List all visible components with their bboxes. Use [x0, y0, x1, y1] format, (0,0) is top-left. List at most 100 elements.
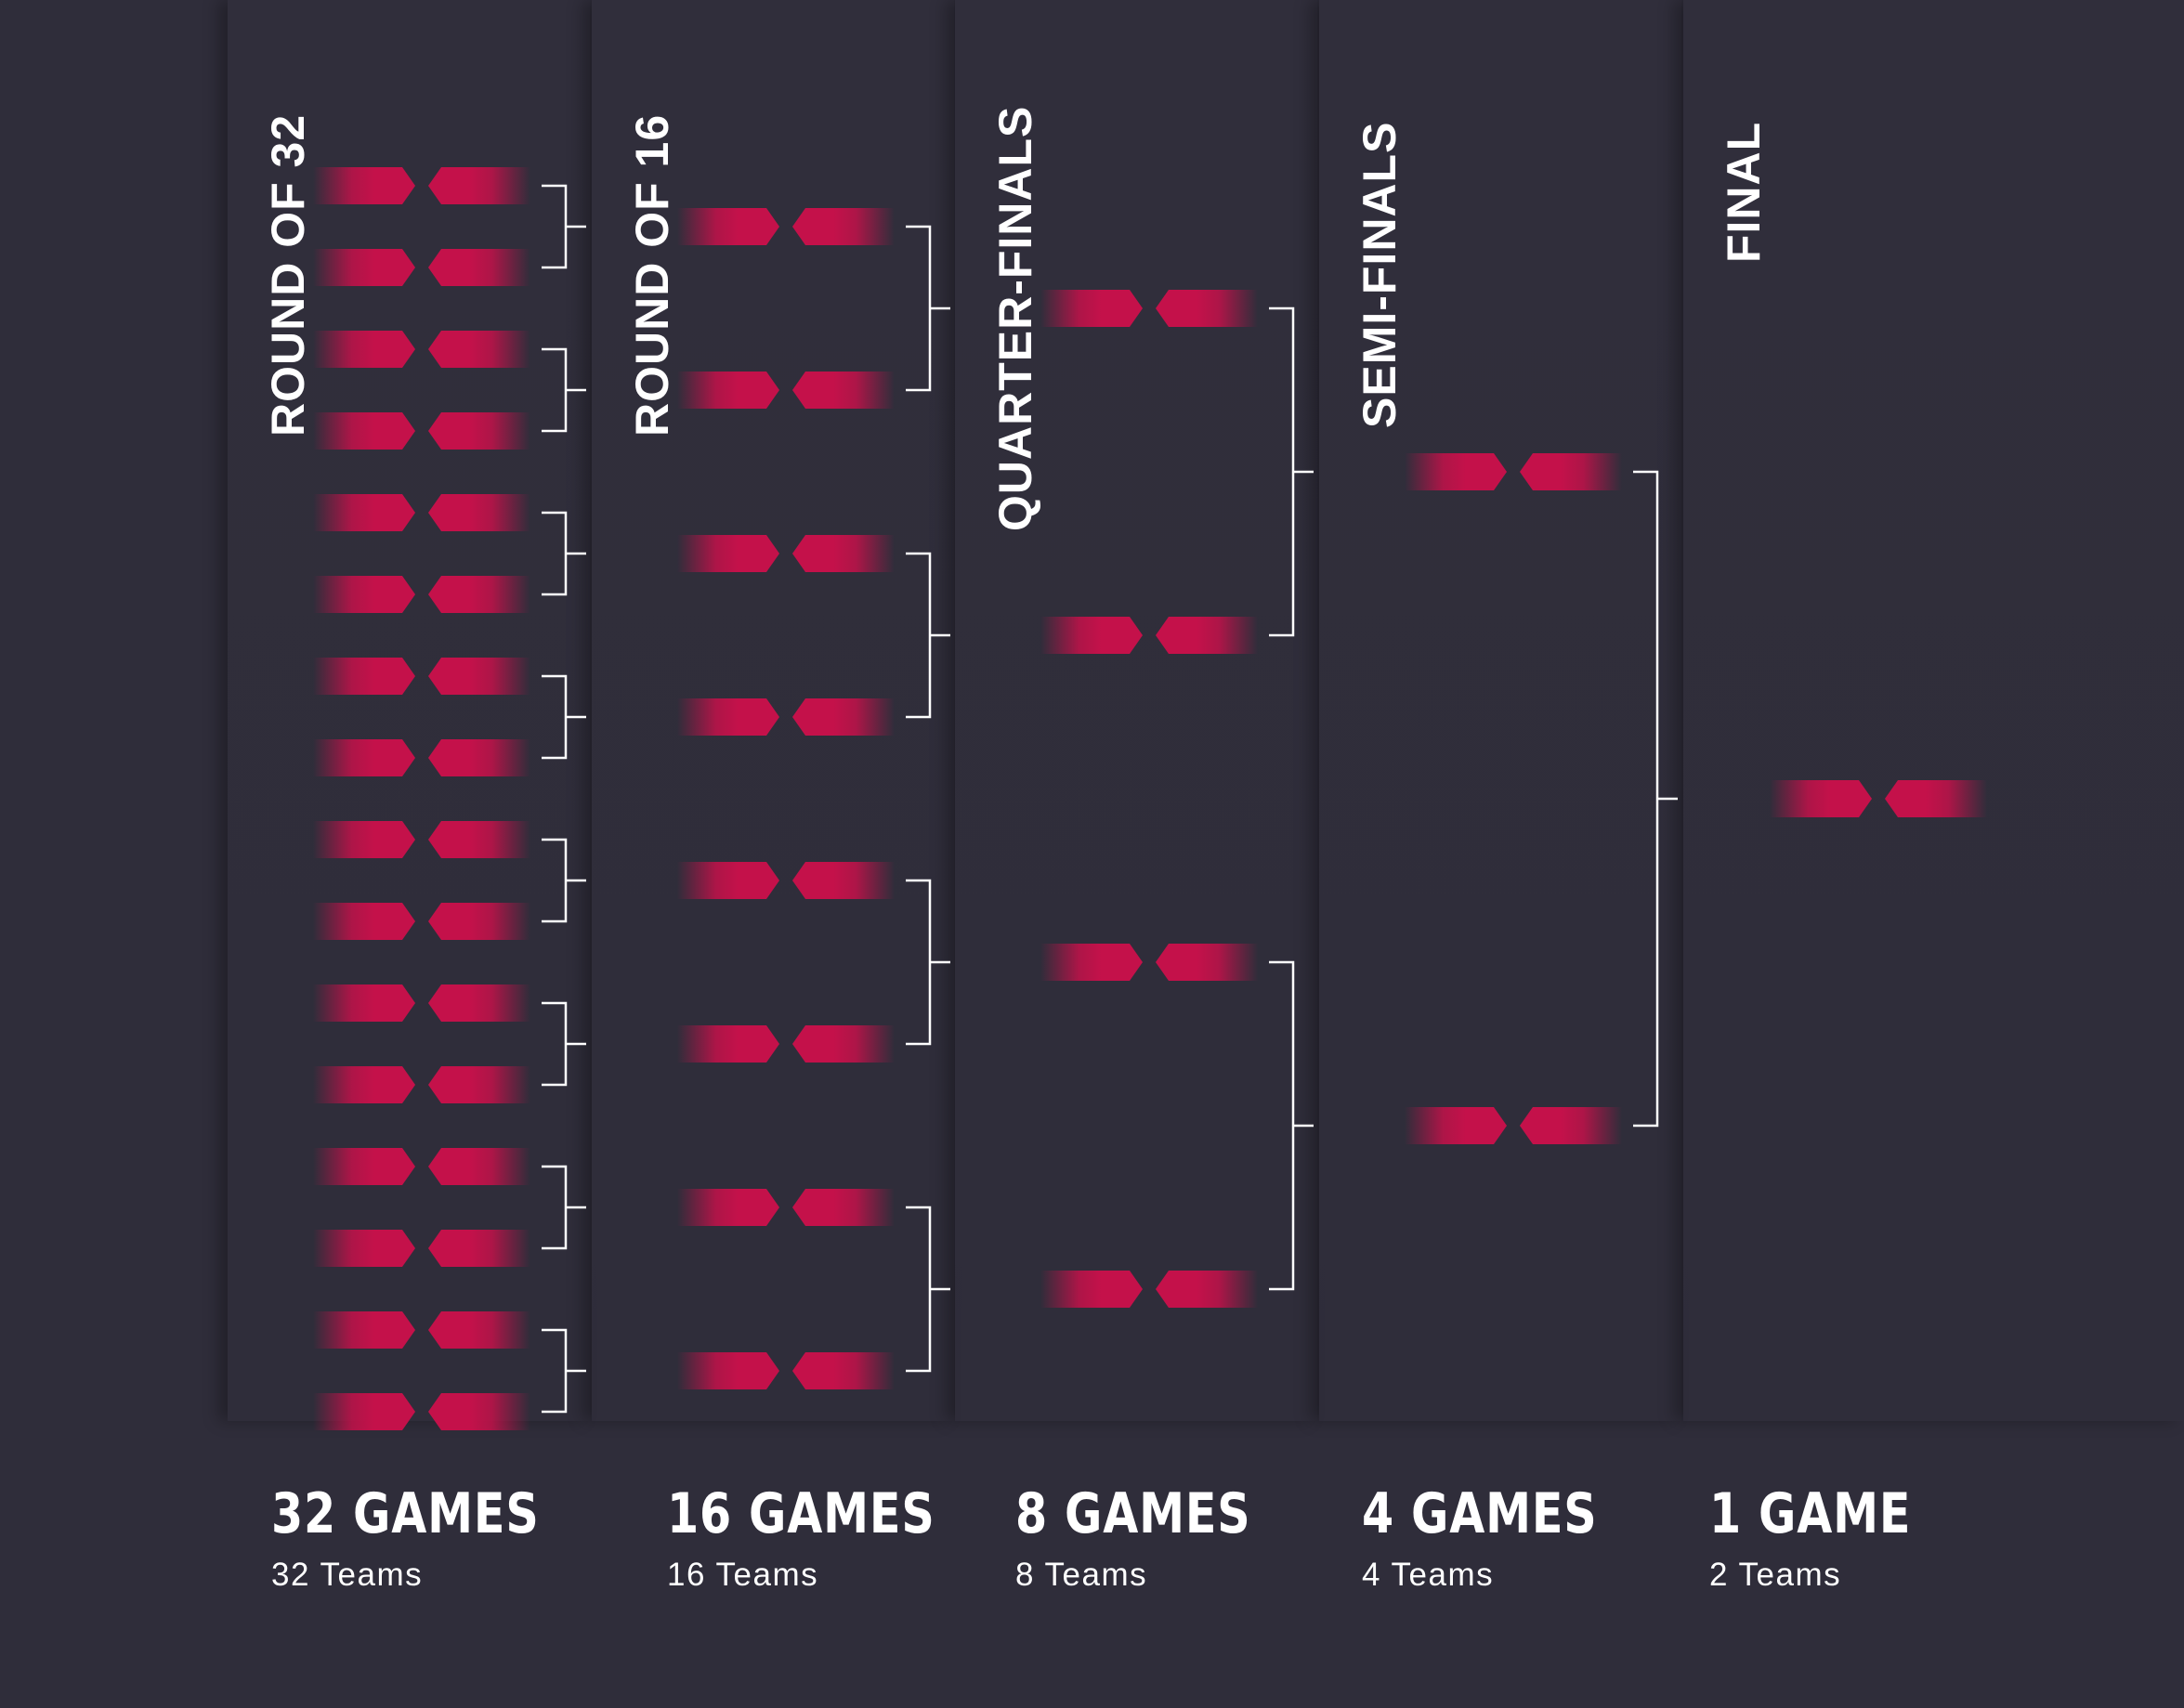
team-slot-away: [428, 821, 530, 858]
team-slot-home: [677, 1352, 779, 1389]
bracket-connector: [906, 552, 950, 719]
match-r1-8: [313, 739, 530, 776]
round-summary-3: 8 GAMES 8 Teams: [1015, 1486, 1302, 1594]
team-slot-away: [1156, 290, 1258, 327]
team-slot-away: [792, 1025, 895, 1063]
team-slot-home: [677, 1025, 779, 1063]
bracket-connector: [542, 1165, 586, 1250]
team-slot-home: [1405, 453, 1507, 490]
match-r1-12: [313, 1066, 530, 1103]
round-title-4: SEMI-FINALS: [1354, 121, 1406, 428]
round-title-2: ROUND OF 16: [626, 113, 678, 437]
match-r4-1: [1405, 453, 1622, 490]
match-r2-7: [677, 1189, 895, 1226]
games-count: 4 GAMES: [1362, 1481, 1598, 1546]
team-slot-away: [792, 1352, 895, 1389]
games-count: 1 GAME: [1709, 1481, 1912, 1546]
games-count: 32 GAMES: [271, 1481, 540, 1546]
team-slot-away: [1885, 780, 1987, 817]
team-slot-away: [1156, 617, 1258, 654]
team-slot-home: [313, 1148, 415, 1185]
teams-count: 8 Teams: [1015, 1557, 1148, 1593]
match-r2-4: [677, 698, 895, 736]
match-r2-6: [677, 1025, 895, 1063]
team-slot-away: [428, 167, 530, 204]
team-slot-home: [313, 1230, 415, 1267]
team-slot-home: [313, 821, 415, 858]
team-slot-away: [428, 739, 530, 776]
bracket-connector: [542, 674, 586, 760]
team-slot-away: [792, 1189, 895, 1226]
bracket-connector: [542, 1001, 586, 1087]
teams-count: 2 Teams: [1709, 1557, 1842, 1593]
games-count: 16 GAMES: [667, 1481, 935, 1546]
team-slot-home: [1040, 944, 1143, 981]
team-slot-home: [677, 208, 779, 245]
team-slot-home: [313, 576, 415, 613]
match-r1-3: [313, 331, 530, 368]
team-slot-home: [1405, 1107, 1507, 1144]
team-slot-away: [428, 249, 530, 286]
team-slot-away: [428, 1148, 530, 1185]
match-r1-15: [313, 1311, 530, 1349]
round-summary-5: 1 GAME 2 Teams: [1709, 1486, 1955, 1594]
team-slot-home: [313, 331, 415, 368]
match-r5-1: [1770, 780, 1987, 817]
round-title-1: ROUND OF 32: [262, 113, 314, 437]
bracket-connector: [1269, 960, 1314, 1291]
bracket-connector: [906, 1206, 950, 1373]
team-slot-home: [677, 698, 779, 736]
match-r1-9: [313, 821, 530, 858]
match-r1-13: [313, 1148, 530, 1185]
bracket-connector: [1633, 470, 1678, 1128]
match-r1-5: [313, 494, 530, 531]
team-slot-away: [428, 331, 530, 368]
bracket-connector: [542, 838, 586, 923]
team-slot-home: [677, 535, 779, 572]
team-slot-away: [1156, 944, 1258, 981]
match-r1-10: [313, 903, 530, 940]
match-r3-2: [1040, 617, 1258, 654]
team-slot-home: [677, 1189, 779, 1226]
round-column-4: [1319, 0, 1681, 1421]
team-slot-away: [428, 576, 530, 613]
team-slot-away: [428, 1066, 530, 1103]
round-title-5: FINAL: [1718, 121, 1770, 263]
match-r1-1: [313, 167, 530, 204]
match-r1-7: [313, 658, 530, 695]
team-slot-away: [428, 1311, 530, 1349]
match-r2-2: [677, 372, 895, 409]
match-r4-2: [1405, 1107, 1622, 1144]
bracket-connector: [542, 347, 586, 433]
team-slot-home: [677, 372, 779, 409]
bracket-connector: [1269, 306, 1314, 637]
team-slot-home: [1040, 290, 1143, 327]
match-r1-2: [313, 249, 530, 286]
team-slot-home: [313, 494, 415, 531]
match-r3-4: [1040, 1271, 1258, 1308]
team-slot-away: [792, 698, 895, 736]
games-count: 8 GAMES: [1015, 1481, 1251, 1546]
match-r2-3: [677, 535, 895, 572]
team-slot-away: [428, 658, 530, 695]
team-slot-home: [1770, 780, 1872, 817]
team-slot-home: [313, 249, 415, 286]
match-r3-1: [1040, 290, 1258, 327]
team-slot-away: [1520, 453, 1622, 490]
team-slot-away: [428, 903, 530, 940]
bracket-connector: [906, 879, 950, 1046]
match-r1-4: [313, 412, 530, 450]
team-slot-home: [313, 658, 415, 695]
bracket-connector: [906, 225, 950, 392]
team-slot-away: [792, 208, 895, 245]
match-r1-16: [313, 1393, 530, 1430]
match-r1-14: [313, 1230, 530, 1267]
team-slot-home: [677, 862, 779, 899]
team-slot-home: [313, 412, 415, 450]
team-slot-away: [428, 412, 530, 450]
match-r3-3: [1040, 944, 1258, 981]
match-r2-5: [677, 862, 895, 899]
round-summary-4: 4 GAMES 4 Teams: [1362, 1486, 1649, 1594]
